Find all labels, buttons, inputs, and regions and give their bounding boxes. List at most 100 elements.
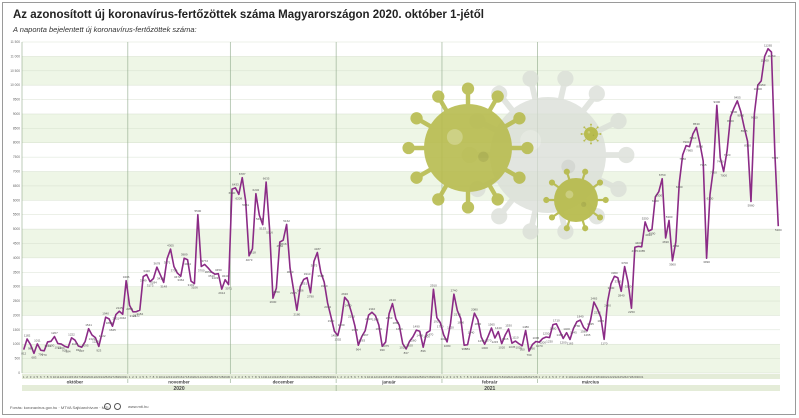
data-label: 2790: [307, 295, 314, 299]
data-label: 2600: [270, 300, 277, 304]
y-tick-label: 6500: [13, 184, 20, 188]
day-tick-band: [22, 374, 780, 379]
day-tick-label: 19: [189, 375, 193, 379]
data-label: 990: [530, 347, 535, 351]
data-label: 4370: [632, 249, 639, 253]
virus-green-small: [543, 168, 609, 232]
virus-spike-tip: [491, 90, 504, 103]
month-label: november: [168, 380, 190, 385]
virus-spike-tip: [583, 139, 586, 142]
data-label: 2053: [386, 316, 393, 320]
footer-site: www.mti.hu: [128, 404, 149, 409]
virus-spike-tip: [557, 70, 574, 87]
data-label: 1465: [584, 333, 591, 337]
day-tick-label: 5: [351, 375, 353, 379]
data-label: 1680: [550, 327, 557, 331]
data-label: 3505: [317, 274, 324, 278]
day-tick-label: 9: [258, 375, 260, 379]
day-tick-label: 3: [344, 375, 346, 379]
data-label: 3206: [123, 275, 130, 279]
day-tick-label: 12: [60, 375, 64, 379]
data-label: 1022: [55, 346, 62, 350]
day-tick-label: 14: [172, 375, 176, 379]
y-tick-label: 7500: [13, 155, 20, 159]
y-tick-label: 2000: [13, 313, 20, 317]
data-label: 5490: [256, 217, 263, 221]
day-tick-label: 29: [118, 375, 122, 379]
data-label: 2480: [604, 304, 611, 308]
data-label: 981: [465, 347, 470, 351]
day-tick-label: 13: [377, 375, 381, 379]
y-tick-label: 5000: [13, 227, 20, 231]
data-label: 683: [31, 355, 36, 359]
day-tick-label: 12: [165, 375, 169, 379]
grid-band: [22, 185, 780, 201]
data-labels: 8121182985683101179077010791100126710221…: [21, 43, 782, 359]
data-label: 9455: [734, 95, 741, 99]
data-label: 1945: [597, 319, 604, 323]
data-label: 11265: [764, 43, 772, 47]
data-label: 1095: [533, 336, 540, 340]
data-label: 6750: [659, 173, 666, 177]
chart-title: Az azonosított új koronavírus-fertőzötte…: [13, 9, 484, 21]
data-label: 1850: [474, 322, 481, 326]
day-tick-label: 23: [203, 375, 207, 379]
data-label: 7615: [772, 156, 779, 160]
data-label: 2010: [365, 317, 372, 321]
day-tick-label: 21: [299, 375, 303, 379]
day-tick-label: 8: [153, 375, 155, 379]
data-label: 1470: [427, 333, 434, 337]
day-tick-label: 6: [556, 375, 558, 379]
data-label: 9090: [737, 113, 744, 117]
data-label: 1625: [109, 328, 116, 332]
data-label: 3934: [184, 262, 191, 266]
day-tick-label: 21: [606, 375, 610, 379]
day-tick-label: 5: [37, 375, 39, 379]
data-label: 8310: [690, 136, 697, 140]
data-label: 3240: [222, 274, 229, 278]
day-tick-label: 1: [23, 375, 25, 379]
data-label: 4930: [645, 233, 652, 237]
day-tick-label: 23: [517, 375, 521, 379]
day-tick-label: 12: [575, 375, 579, 379]
day-tick-label: 31: [640, 375, 644, 379]
virus-spike-tip: [522, 223, 539, 240]
y-tick-label: 6000: [13, 198, 20, 202]
day-tick-label: 1: [337, 375, 339, 379]
virus-spike-tip: [582, 225, 589, 232]
data-label: 4385: [638, 249, 645, 253]
day-tick-label: 2: [235, 375, 237, 379]
day-tick-label: 23: [305, 375, 309, 379]
grid-band: [22, 200, 780, 215]
y-tick-label: 9000: [13, 112, 20, 116]
data-label: 6787: [239, 172, 246, 176]
day-tick-label: 13: [63, 375, 67, 379]
day-tick-label: 25: [312, 375, 316, 379]
day-tick-label: 11: [56, 375, 59, 379]
day-tick-label: 26: [623, 375, 627, 379]
data-label: 3148: [160, 284, 167, 288]
data-label: 2910: [430, 284, 437, 288]
data-label: 2915: [290, 291, 297, 295]
virus-spike-tip: [491, 193, 504, 206]
virus-spike-tip: [513, 112, 526, 125]
y-tick-label: 9500: [13, 98, 20, 102]
day-tick-label: 17: [285, 375, 289, 379]
grid-band: [22, 99, 780, 114]
virus-spike-tip: [491, 208, 508, 225]
data-label: 965: [462, 347, 467, 351]
data-label: 1720: [447, 325, 454, 329]
day-tick-label: 21: [90, 375, 94, 379]
data-label: 3251: [300, 281, 307, 285]
data-label: 1950: [328, 319, 335, 323]
data-label: 7100: [710, 171, 717, 175]
data-label: 7000: [720, 174, 727, 178]
data-label: 4400: [635, 241, 642, 245]
day-tick-label: 25: [104, 375, 108, 379]
data-label: 2250: [628, 310, 635, 314]
day-tick-label: 7: [463, 375, 465, 379]
data-label: 2235: [594, 311, 601, 315]
y-tick-label: 3500: [13, 270, 20, 274]
day-tick-label: 7: [559, 375, 561, 379]
year-label: 2020: [174, 386, 185, 392]
